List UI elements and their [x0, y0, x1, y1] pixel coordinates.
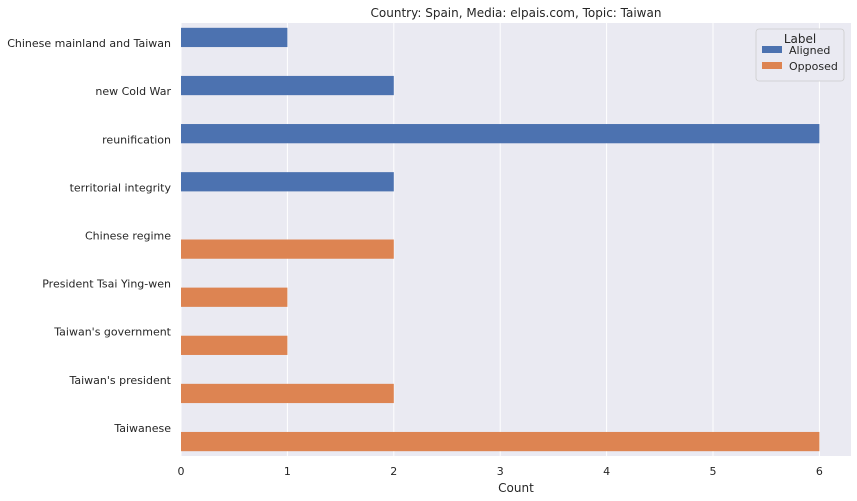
x-axis-title: Count [498, 481, 534, 495]
bar-aligned [181, 75, 394, 96]
category-label: territorial integrity [70, 181, 172, 194]
category-label: Taiwan's president [68, 374, 171, 387]
category-label: new Cold War [95, 85, 171, 98]
category-label: reunification [102, 133, 171, 146]
x-tick-label: 5 [710, 465, 717, 478]
legend: Label Aligned Opposed [755, 28, 845, 82]
category-label: Taiwan's government [53, 326, 171, 339]
bar-aligned [181, 124, 820, 144]
legend-label-aligned: Aligned [789, 44, 830, 57]
legend-swatch-aligned [762, 46, 782, 53]
bar-opposed [181, 335, 288, 355]
x-tick-label: 0 [178, 465, 185, 478]
x-tick-label: 3 [497, 465, 504, 478]
x-tick-label: 2 [390, 465, 397, 478]
chart-title: Country: Spain, Media: elpais.com, Topic… [371, 6, 662, 20]
bar-opposed [181, 383, 394, 404]
bar-opposed [181, 431, 820, 452]
bar-opposed [181, 287, 288, 307]
x-tick-label: 6 [816, 465, 823, 478]
x-ticks: 0 1 2 3 4 5 6 [178, 465, 823, 478]
legend-title: Label [784, 32, 816, 46]
bar-aligned [181, 27, 288, 48]
category-labels: Chinese mainland and Taiwan new Cold War r… [7, 37, 171, 435]
legend-label-opposed: Opposed [789, 60, 838, 73]
bars [181, 27, 820, 452]
category-label: Taiwanese [113, 422, 171, 435]
bar-opposed [181, 239, 394, 259]
legend-swatch-opposed [762, 62, 782, 69]
category-label: President Tsai Ying-wen [42, 278, 171, 291]
x-tick-label: 1 [284, 465, 291, 478]
x-tick-label: 4 [603, 465, 610, 478]
category-label: Chinese regime [85, 230, 171, 243]
category-label: Chinese mainland and Taiwan [7, 37, 171, 50]
bar-aligned [181, 172, 394, 192]
